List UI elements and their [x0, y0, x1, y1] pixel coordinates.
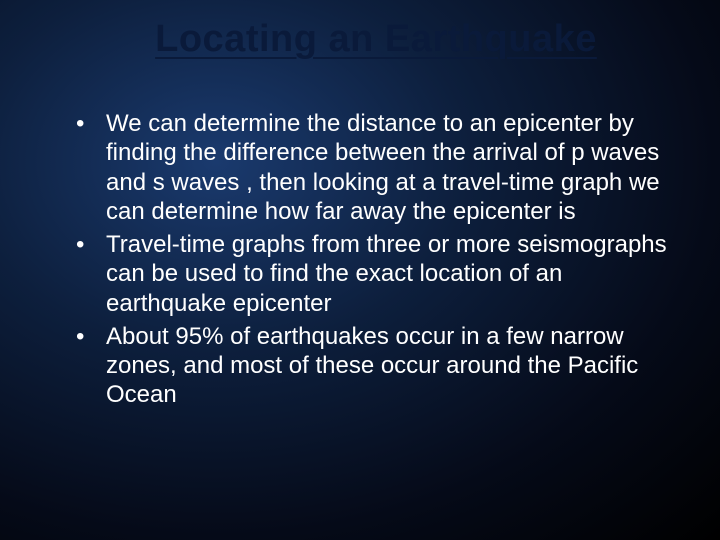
list-item: Travel-time graphs from three or more se…	[76, 230, 680, 318]
slide-title: Locating an Earthquake	[62, 18, 690, 61]
list-item: About 95% of earthquakes occur in a few …	[76, 322, 680, 410]
slide-container: Locating an Earthquake We can determine …	[0, 0, 720, 540]
bullet-list: We can determine the distance to an epic…	[40, 109, 680, 410]
list-item: We can determine the distance to an epic…	[76, 109, 680, 226]
